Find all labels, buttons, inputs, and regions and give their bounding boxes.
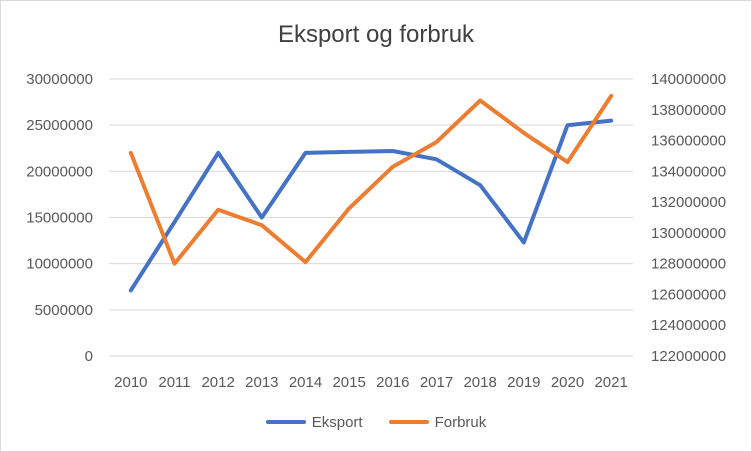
x-tick-label: 2016 (376, 374, 409, 391)
y-right-tick-label: 122000000 (651, 348, 726, 365)
y-right-tick-label: 138000000 (651, 102, 726, 119)
series-line-eksport (128, 118, 614, 293)
y-left-tick-label: 20000000 (26, 163, 93, 180)
x-tick-label: 2012 (201, 374, 234, 391)
y-left-tick-label: 25000000 (26, 117, 93, 134)
x-tick-label: 2010 (114, 374, 147, 391)
legend-item-forbruk: Forbruk (388, 413, 487, 431)
y-right-tick-label: 136000000 (651, 133, 726, 150)
legend-label-forbruk: Forbruk (434, 413, 487, 431)
y-right-tick-label: 126000000 (651, 286, 726, 303)
legend-item-eksport: Eksport (265, 413, 363, 431)
y-left-tick-label: 15000000 (26, 210, 93, 227)
x-tick-label: 2020 (551, 374, 584, 391)
legend-label-eksport: Eksport (311, 413, 363, 431)
x-tick-label: 2021 (594, 374, 627, 391)
series-line-forbruk (128, 93, 614, 266)
x-tick-label: 2013 (245, 374, 278, 391)
y-right-tick-label: 132000000 (651, 194, 726, 211)
legend-swatch-eksport (265, 420, 306, 424)
x-tick-label: 2015 (332, 374, 365, 391)
x-tick-label: 2014 (289, 374, 322, 391)
y-right-tick-label: 134000000 (651, 163, 726, 180)
y-right-tick-label: 130000000 (651, 225, 726, 242)
y-left-tick-label: 10000000 (26, 256, 93, 273)
y-right-tick-label: 140000000 (651, 71, 726, 88)
x-tick-label: 2019 (507, 374, 540, 391)
legend-swatch-forbruk (388, 420, 429, 424)
y-left-tick-label: 0 (85, 348, 93, 365)
x-tick-label: 2017 (420, 374, 453, 391)
y-right-tick-label: 124000000 (651, 317, 726, 334)
y-left-tick-label: 5000000 (35, 302, 93, 319)
x-tick-label: 2018 (463, 374, 496, 391)
chart-title: Eksport og forbruk (277, 21, 475, 48)
y-left-tick-label: 30000000 (26, 71, 93, 88)
legend: Eksport Forbruk (1, 411, 751, 433)
x-tick-label: 2011 (158, 374, 190, 391)
y-right-tick-label: 128000000 (651, 256, 726, 273)
